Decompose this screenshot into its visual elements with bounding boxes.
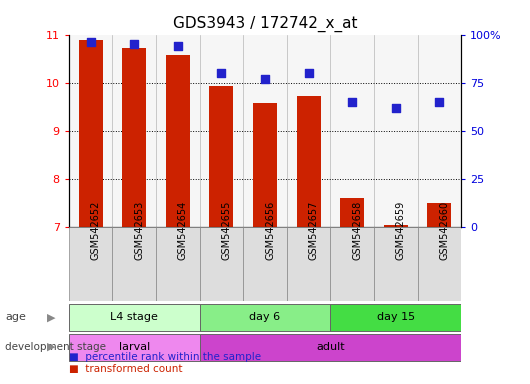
- Bar: [69, 227, 112, 301]
- Bar: [200, 227, 243, 301]
- Bar: [340, 198, 364, 227]
- Bar: [243, 227, 287, 301]
- Text: adult: adult: [316, 342, 344, 352]
- Text: ■  transformed count: ■ transformed count: [69, 364, 182, 374]
- Point: [86, 39, 95, 45]
- Text: day 6: day 6: [250, 312, 280, 322]
- Bar: [79, 40, 103, 227]
- Bar: [330, 227, 374, 301]
- Bar: [122, 48, 146, 227]
- Bar: [209, 86, 233, 227]
- Bar: [69, 35, 112, 227]
- Bar: [427, 203, 452, 227]
- Text: age: age: [5, 312, 26, 322]
- Bar: [418, 35, 461, 227]
- Bar: [69, 334, 200, 361]
- Bar: [69, 304, 200, 331]
- Bar: [112, 227, 156, 301]
- Bar: [112, 35, 156, 227]
- Point: [217, 70, 226, 76]
- Bar: [374, 227, 418, 301]
- Bar: [166, 55, 190, 227]
- Title: GDS3943 / 172742_x_at: GDS3943 / 172742_x_at: [173, 16, 357, 32]
- Bar: [297, 96, 321, 227]
- Text: ▶: ▶: [47, 342, 56, 352]
- Bar: [156, 35, 200, 227]
- Text: ■  percentile rank within the sample: ■ percentile rank within the sample: [69, 352, 261, 362]
- Bar: [330, 304, 461, 331]
- Text: GSM542655: GSM542655: [222, 200, 232, 260]
- Bar: [287, 35, 330, 227]
- Text: GSM542656: GSM542656: [265, 201, 275, 260]
- Bar: [156, 227, 200, 301]
- Point: [435, 99, 444, 105]
- Point: [130, 41, 138, 47]
- Bar: [374, 35, 418, 227]
- Text: ▶: ▶: [47, 312, 56, 322]
- Bar: [200, 334, 461, 361]
- Text: GSM542660: GSM542660: [439, 201, 449, 260]
- Bar: [418, 227, 461, 301]
- Point: [392, 104, 400, 111]
- Point: [304, 70, 313, 76]
- Text: L4 stage: L4 stage: [110, 312, 158, 322]
- Point: [348, 99, 356, 105]
- Bar: [287, 227, 330, 301]
- Bar: [200, 35, 243, 227]
- Text: larval: larval: [119, 342, 150, 352]
- Text: day 15: day 15: [377, 312, 415, 322]
- Bar: [200, 304, 330, 331]
- Text: GSM542659: GSM542659: [396, 201, 406, 260]
- Bar: [243, 35, 287, 227]
- Bar: [330, 35, 374, 227]
- Bar: [253, 103, 277, 227]
- Text: GSM542653: GSM542653: [134, 201, 144, 260]
- Bar: [384, 225, 408, 227]
- Text: GSM542652: GSM542652: [91, 200, 101, 260]
- Point: [174, 43, 182, 49]
- Point: [261, 76, 269, 82]
- Text: GSM542654: GSM542654: [178, 201, 188, 260]
- Text: development stage: development stage: [5, 342, 107, 352]
- Text: GSM542658: GSM542658: [352, 201, 362, 260]
- Text: GSM542657: GSM542657: [308, 200, 319, 260]
